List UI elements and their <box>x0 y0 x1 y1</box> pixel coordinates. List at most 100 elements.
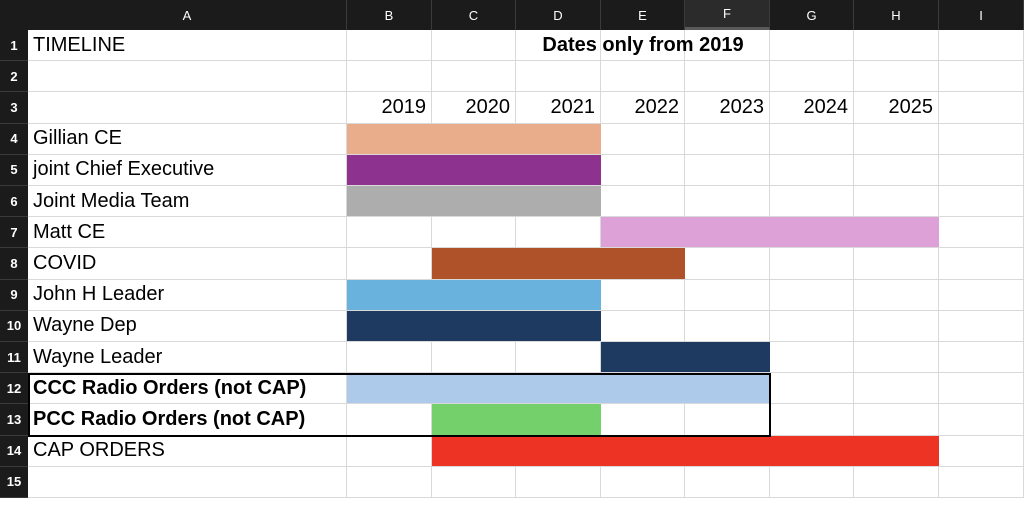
item-label[interactable]: COVID <box>28 248 347 280</box>
cell-i7[interactable] <box>939 217 1024 249</box>
cell-b14[interactable] <box>347 435 432 467</box>
cell-f9[interactable] <box>685 279 770 311</box>
column-header-b[interactable]: B <box>347 0 432 30</box>
cell-i6[interactable] <box>939 186 1024 218</box>
item-label[interactable]: Matt CE <box>28 217 347 249</box>
cell-h10[interactable] <box>854 310 939 342</box>
cell-d7[interactable] <box>516 217 601 249</box>
cell-f4[interactable] <box>685 123 770 155</box>
year-header-2022[interactable]: 2022 <box>601 92 685 124</box>
cell-b13[interactable] <box>347 404 432 436</box>
cell-c2[interactable] <box>432 61 516 93</box>
cell-b7[interactable] <box>347 217 432 249</box>
item-label[interactable]: Wayne Leader <box>28 342 347 374</box>
cell-e9[interactable] <box>601 279 685 311</box>
cell-d1[interactable] <box>516 30 601 62</box>
year-header-2021[interactable]: 2021 <box>516 92 601 124</box>
cell-d15[interactable] <box>516 466 601 498</box>
cell-h1[interactable] <box>854 30 939 62</box>
cell-e1[interactable] <box>601 30 685 62</box>
cell-a3[interactable] <box>28 92 347 124</box>
cell-c7[interactable] <box>432 217 516 249</box>
cell-f8[interactable] <box>685 248 770 280</box>
cell-g6[interactable] <box>770 186 854 218</box>
cell-g15[interactable] <box>770 466 854 498</box>
cell-h4[interactable] <box>854 123 939 155</box>
column-header-h[interactable]: H <box>854 0 939 30</box>
row-header-1[interactable]: 1 <box>0 30 28 62</box>
cell-h12[interactable] <box>854 373 939 405</box>
cell-g12[interactable] <box>770 373 854 405</box>
cell-g11[interactable] <box>770 342 854 374</box>
cell-c1[interactable] <box>432 30 516 62</box>
row-header-4[interactable]: 4 <box>0 123 28 155</box>
cell-e5[interactable] <box>601 154 685 186</box>
column-header-e[interactable]: E <box>601 0 685 30</box>
cell-b2[interactable] <box>347 61 432 93</box>
cell-i2[interactable] <box>939 61 1024 93</box>
row-header-9[interactable]: 9 <box>0 279 28 311</box>
column-header-a[interactable]: A <box>28 0 347 30</box>
cell-a15[interactable] <box>28 466 347 498</box>
cell-b8[interactable] <box>347 248 432 280</box>
item-label[interactable]: Wayne Dep <box>28 310 347 342</box>
cell-g5[interactable] <box>770 154 854 186</box>
year-header-2023[interactable]: 2023 <box>685 92 770 124</box>
row-header-3[interactable]: 3 <box>0 92 28 124</box>
row-header-10[interactable]: 10 <box>0 310 28 342</box>
item-label[interactable]: CCC Radio Orders (not CAP) <box>28 373 347 405</box>
row-header-6[interactable]: 6 <box>0 186 28 218</box>
year-header-2024[interactable]: 2024 <box>770 92 854 124</box>
year-header-2020[interactable]: 2020 <box>432 92 516 124</box>
cell-e6[interactable] <box>601 186 685 218</box>
cell-h15[interactable] <box>854 466 939 498</box>
cell-c11[interactable] <box>432 342 516 374</box>
column-header-c[interactable]: C <box>432 0 516 30</box>
row-header-7[interactable]: 7 <box>0 217 28 249</box>
cell-g10[interactable] <box>770 310 854 342</box>
timeline-title-cell[interactable]: TIMELINE <box>28 30 347 62</box>
column-header-d[interactable]: D <box>516 0 601 30</box>
cell-f1[interactable] <box>685 30 770 62</box>
cell-e13[interactable] <box>601 404 685 436</box>
cell-f15[interactable] <box>685 466 770 498</box>
cell-h5[interactable] <box>854 154 939 186</box>
cell-i14[interactable] <box>939 435 1024 467</box>
cell-e4[interactable] <box>601 123 685 155</box>
cell-f6[interactable] <box>685 186 770 218</box>
cell-h2[interactable] <box>854 61 939 93</box>
cell-i4[interactable] <box>939 123 1024 155</box>
cell-h8[interactable] <box>854 248 939 280</box>
cell-g1[interactable] <box>770 30 854 62</box>
cell-d11[interactable] <box>516 342 601 374</box>
cell-h9[interactable] <box>854 279 939 311</box>
item-label[interactable]: CAP ORDERS <box>28 435 347 467</box>
cell-g8[interactable] <box>770 248 854 280</box>
row-header-13[interactable]: 13 <box>0 404 28 436</box>
year-header-2019[interactable]: 2019 <box>347 92 432 124</box>
cell-g9[interactable] <box>770 279 854 311</box>
cell-g13[interactable] <box>770 404 854 436</box>
cell-c15[interactable] <box>432 466 516 498</box>
select-all-corner[interactable] <box>0 0 29 30</box>
column-header-g[interactable]: G <box>770 0 854 30</box>
cell-a2[interactable] <box>28 61 347 93</box>
cell-i1[interactable] <box>939 30 1024 62</box>
cell-i3[interactable] <box>939 92 1024 124</box>
cell-i9[interactable] <box>939 279 1024 311</box>
cell-b1[interactable] <box>347 30 432 62</box>
row-header-12[interactable]: 12 <box>0 373 28 405</box>
cell-i8[interactable] <box>939 248 1024 280</box>
item-label[interactable]: joint Chief Executive <box>28 154 347 186</box>
row-header-15[interactable]: 15 <box>0 466 28 498</box>
row-header-8[interactable]: 8 <box>0 248 28 280</box>
row-header-11[interactable]: 11 <box>0 342 28 374</box>
item-label[interactable]: Joint Media Team <box>28 186 347 218</box>
cell-g4[interactable] <box>770 123 854 155</box>
cell-g2[interactable] <box>770 61 854 93</box>
cell-f10[interactable] <box>685 310 770 342</box>
year-header-2025[interactable]: 2025 <box>854 92 939 124</box>
item-label[interactable]: John H Leader <box>28 279 347 311</box>
cell-i5[interactable] <box>939 154 1024 186</box>
item-label[interactable]: PCC Radio Orders (not CAP) <box>28 404 347 436</box>
